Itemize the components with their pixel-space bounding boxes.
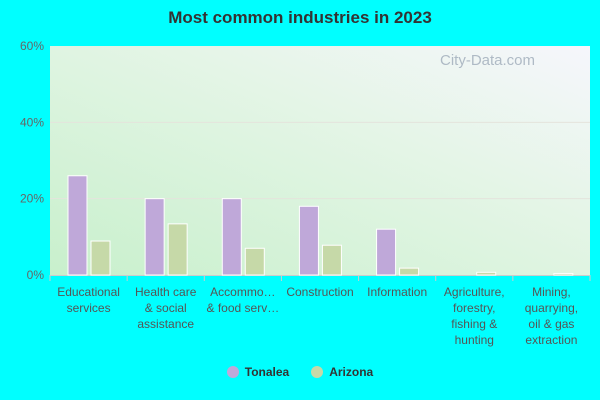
bar-arizona	[476, 271, 497, 276]
x-category-label: & social	[145, 301, 187, 315]
bar-tonalea	[298, 205, 319, 276]
bar-arizona	[399, 267, 420, 276]
x-category-label: quarrying,	[525, 301, 578, 315]
legend-label: Arizona	[329, 365, 374, 379]
bar-arizona	[553, 272, 574, 276]
x-category-label: Accommo…	[210, 285, 275, 299]
legend-swatch	[311, 366, 324, 378]
x-category-label: fishing &	[451, 317, 497, 331]
bar-arizona	[90, 240, 111, 276]
x-category-label: Health care	[135, 285, 197, 299]
bar-tonalea	[376, 228, 397, 276]
bar-arizona	[244, 247, 265, 276]
bar-tonalea	[221, 198, 242, 276]
bar-arizona	[167, 223, 188, 276]
x-category-label: extraction	[525, 333, 577, 347]
legend: Tonalea Arizona	[0, 365, 600, 379]
legend-swatch	[226, 366, 239, 378]
y-tick-label: 60%	[20, 39, 44, 53]
x-category-label: Information	[367, 285, 427, 299]
bar-arizona	[321, 244, 342, 276]
x-category-label: Mining,	[532, 285, 571, 299]
bar-tonalea	[67, 175, 88, 276]
watermark: City-Data.com	[440, 52, 536, 69]
x-category-label: Agriculture,	[444, 285, 505, 299]
chart-title: Most common industries in 2023	[168, 8, 432, 27]
x-category-label: forestry,	[453, 301, 495, 315]
x-category-label: assistance	[137, 317, 194, 331]
y-tick-label: 40%	[20, 115, 44, 129]
plot-area	[50, 46, 590, 275]
x-category-label: hunting	[455, 333, 494, 347]
bar-tonalea	[144, 198, 165, 276]
legend-item: Tonalea	[226, 365, 290, 379]
legend-item: Arizona	[311, 365, 373, 379]
y-tick-label: 0%	[27, 268, 45, 282]
x-category-label: Educational	[57, 285, 120, 299]
legend-label: Tonalea	[244, 365, 290, 379]
x-category-label: oil & gas	[528, 317, 574, 331]
x-category-label: services	[67, 301, 111, 315]
y-tick-label: 20%	[20, 192, 44, 206]
x-category-label: & food serv…	[207, 301, 280, 315]
x-category-label: Construction	[286, 285, 353, 299]
